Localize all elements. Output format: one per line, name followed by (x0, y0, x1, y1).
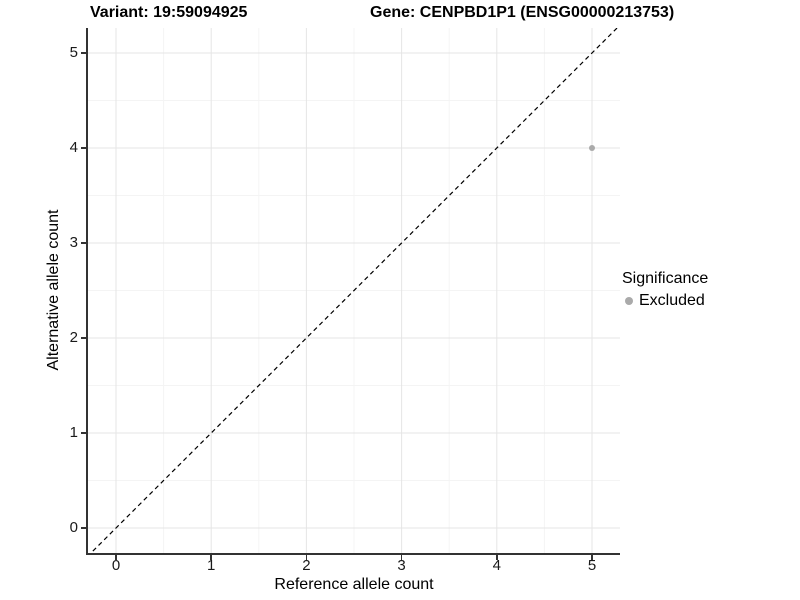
x-tick-mark (305, 555, 308, 560)
y-tick-label: 4 (69, 139, 78, 156)
x-axis-title: Reference allele count (274, 576, 434, 593)
legend-significance: Significance Excluded (622, 269, 797, 310)
y-tick-mark (81, 337, 86, 339)
legend-key-dot-icon (625, 297, 633, 305)
legend-title: Significance (622, 270, 709, 287)
plot-canvas (88, 28, 620, 553)
legend-entry: Excluded (625, 292, 797, 310)
y-tick-mark (81, 147, 86, 149)
data-point (589, 145, 595, 151)
y-tick-mark (81, 242, 86, 244)
x-tick-mark (115, 555, 117, 560)
x-tick-mark (210, 555, 212, 560)
y-tick-mark (81, 52, 86, 54)
x-tick-label: 3 (397, 557, 406, 574)
x-tick-mark (400, 555, 403, 560)
plot-title-variant: Variant: 19:59094925 (90, 4, 248, 21)
y-axis-title: Alternative allele count (45, 209, 62, 371)
plot-title-gene: Gene: CENPBD1P1 (ENSG00000213753) (370, 4, 675, 21)
y-tick-mark (81, 432, 86, 434)
x-tick-mark (496, 555, 498, 560)
x-tick-mark (591, 555, 593, 560)
x-tick-label: 2 (302, 557, 311, 574)
y-tick-label: 2 (69, 329, 78, 346)
x-tick-label: 5 (587, 557, 597, 574)
x-tick-label: 4 (492, 557, 501, 574)
y-tick-label: 5 (69, 44, 78, 61)
y-tick-label: 3 (69, 234, 78, 251)
y-tick-mark (81, 527, 86, 529)
identity-line (90, 28, 618, 553)
x-tick-label: 0 (111, 557, 121, 574)
legend-entries: Excluded (622, 292, 797, 310)
legend-entry-label: Excluded (639, 292, 705, 309)
plot-panel (86, 28, 620, 555)
y-tick-label: 0 (69, 519, 78, 536)
x-tick-label: 1 (207, 557, 216, 574)
y-tick-label: 1 (69, 424, 78, 441)
